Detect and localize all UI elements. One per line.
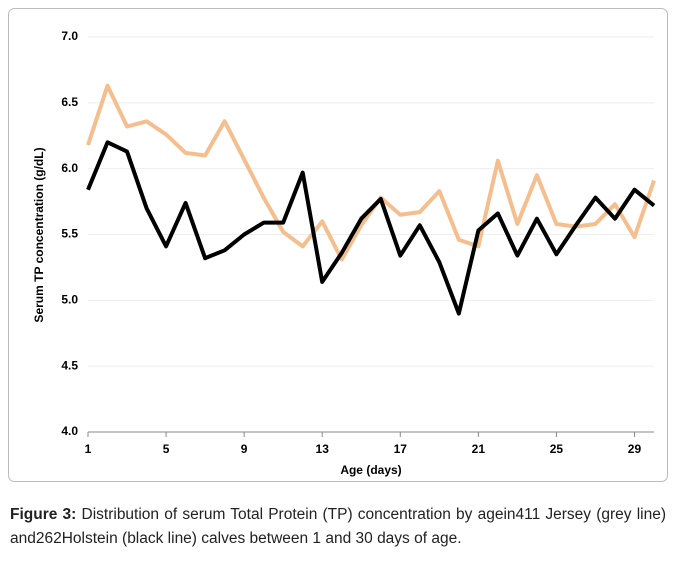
y-tick-label: 4.0 xyxy=(61,424,78,438)
chart: Age (days) Serum TP concentration (g/dL)… xyxy=(8,8,668,482)
x-tick-label: 25 xyxy=(550,442,564,456)
y-axis-label: Serum TP concentration (g/dL) xyxy=(32,147,46,322)
y-tick-label: 7.0 xyxy=(61,29,78,43)
y-tick-label: 6.5 xyxy=(61,95,78,109)
caption-label: Figure 3: xyxy=(10,506,77,523)
x-tick-label: 21 xyxy=(472,442,486,456)
x-tick-label: 9 xyxy=(241,442,248,456)
chart-frame xyxy=(8,8,668,482)
y-tick-label: 5.5 xyxy=(61,227,78,241)
caption: Figure 3: Distribution of serum Total Pr… xyxy=(10,503,666,551)
x-tick-label: 5 xyxy=(163,442,170,456)
y-tick-label: 5.0 xyxy=(61,293,78,307)
x-axis-label: Age (days) xyxy=(340,463,401,477)
y-tick-label: 4.5 xyxy=(61,358,78,372)
series-line xyxy=(86,140,656,316)
y-tick-label: 6.0 xyxy=(61,161,78,175)
x-tick-label: 1 xyxy=(85,442,92,456)
caption-text: Distribution of serum Total Protein (TP)… xyxy=(10,506,667,547)
x-tick-label: 17 xyxy=(394,442,408,456)
x-tick-label: 13 xyxy=(316,442,330,456)
x-tick-label: 29 xyxy=(628,442,642,456)
